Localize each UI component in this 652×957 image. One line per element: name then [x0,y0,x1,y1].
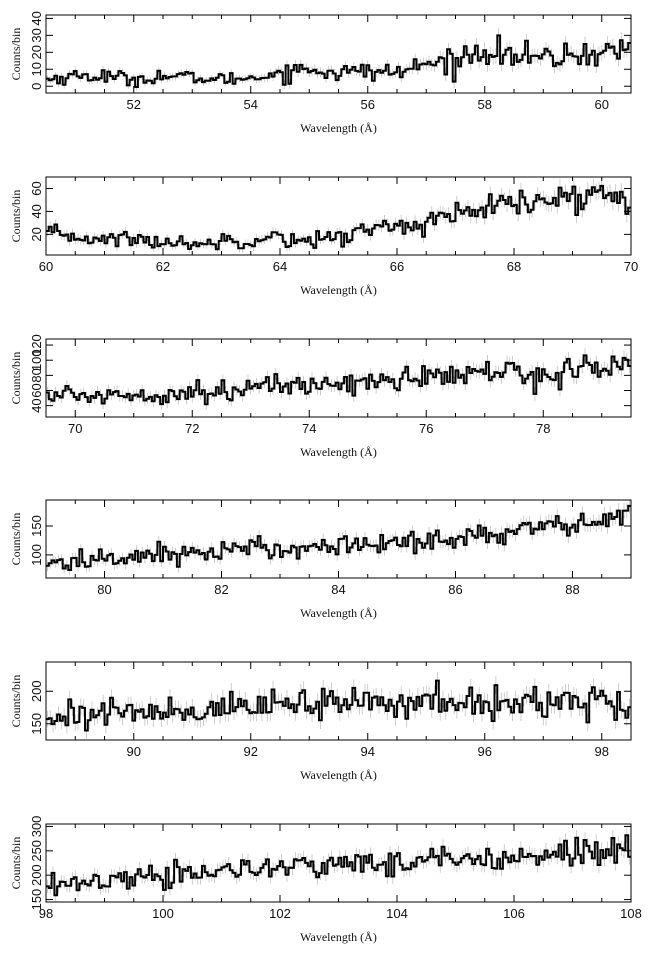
y-tick-label: 40 [29,398,44,412]
x-tick-label: 86 [448,582,462,597]
spectrum-line-5 [46,679,631,732]
x-tick-label: 98 [595,744,609,759]
x-tick-label: 98 [39,906,53,921]
y-tick-label: 0 [29,83,44,90]
spectrum-line-1 [46,34,631,88]
x-tick-label: 60 [595,97,609,112]
x-tick-label: 68 [507,259,521,274]
x-axis-title: Wavelength (Å) [300,606,377,620]
plot-frame [45,338,632,418]
x-axis-title: Wavelength (Å) [300,930,377,944]
y-tick-label: 100 [29,544,44,566]
x-tick-label: 100 [152,906,174,921]
y-axis-title: Counts/bin [9,837,23,890]
y-axis-title: Counts/bin [9,352,23,405]
y-tick-label: 20 [29,45,44,59]
x-tick-label: 60 [39,259,53,274]
x-tick-label: 94 [361,744,375,759]
x-tick-label: 82 [214,582,228,597]
spectrum-line-4 [46,504,631,571]
spectrum-line-6 [46,834,631,897]
y-axis-title: Counts/bin [9,513,23,566]
x-tick-label: 54 [244,97,258,112]
y-tick-label: 250 [29,840,44,862]
x-axis-title: Wavelength (Å) [300,283,377,297]
spectrum-panel-6: 98 100 102 104 106 108 150 200 250 300 Wavelength … [9,816,642,944]
y-tick-label: 60 [29,383,44,397]
y-axis-title: Counts/bin [9,675,23,728]
plot-frame [45,176,632,256]
x-tick-label: 70 [624,259,638,274]
y-tick-label: 10 [29,62,44,76]
x-axis-title: Wavelength (Å) [300,768,377,782]
spectrum-line-3 [46,354,631,406]
y-tick-label: 200 [29,864,44,886]
y-tick-label: 40 [29,204,44,218]
y-tick-label: 150 [29,515,44,537]
x-tick-label: 56 [361,97,375,112]
x-tick-label: 88 [565,582,579,597]
y-axis-title: Counts/bin [9,190,23,243]
x-axis-title: Wavelength (Å) [300,121,377,135]
y-tick-label: 300 [29,816,44,838]
x-tick-label: 106 [503,906,525,921]
x-tick-label: 76 [419,421,433,436]
x-tick-label: 90 [127,744,141,759]
x-tick-label: 58 [478,97,492,112]
x-tick-label: 84 [331,582,345,597]
spectrum-panel-2: 60 62 64 66 68 70 20 40 60 Wavelength (Å) Counts/b… [9,176,638,297]
x-tick-label: 66 [390,259,404,274]
error-bars-4 [47,500,630,576]
spectrum-panel-4: 80 82 84 86 88 100 150 Wavelength (Å) Counts/bin [9,499,632,620]
spectrum-line-2 [46,184,631,251]
x-tick-label: 102 [269,906,291,921]
x-tick-label: 108 [620,906,642,921]
y-tick-label: 30 [29,28,44,42]
x-tick-label: 72 [185,421,199,436]
y-tick-label: 200 [29,680,44,702]
y-axis-title: Counts/bin [9,28,23,81]
y-tick-label: 100 [29,349,44,371]
spectrum-panel-5: 90 92 94 96 98 150 200 Wavelength (Å) Counts/bin [9,661,632,782]
x-tick-label: 74 [302,421,316,436]
x-tick-label: 104 [386,906,408,921]
y-tick-label: 80 [29,368,44,382]
y-tick-label: 150 [29,889,44,911]
x-axis-title: Wavelength (Å) [300,445,377,459]
y-tick-label: 120 [29,334,44,356]
x-tick-label: 64 [273,259,287,274]
y-tick-label: 40 [29,11,44,25]
spectrum-panel-1: 52 54 56 58 60 0 10 20 30 40 Wavelength (Å) Counts/… [9,11,632,135]
x-tick-label: 96 [478,744,492,759]
x-tick-label: 70 [68,421,82,436]
y-tick-label: 150 [29,713,44,735]
x-tick-label: 62 [156,259,170,274]
x-tick-label: 52 [127,97,141,112]
y-tick-label: 60 [29,181,44,195]
x-tick-label: 92 [244,744,258,759]
y-tick-label: 20 [29,227,44,241]
x-tick-label: 78 [536,421,550,436]
x-tick-label: 80 [97,582,111,597]
error-bars-6 [47,827,630,902]
